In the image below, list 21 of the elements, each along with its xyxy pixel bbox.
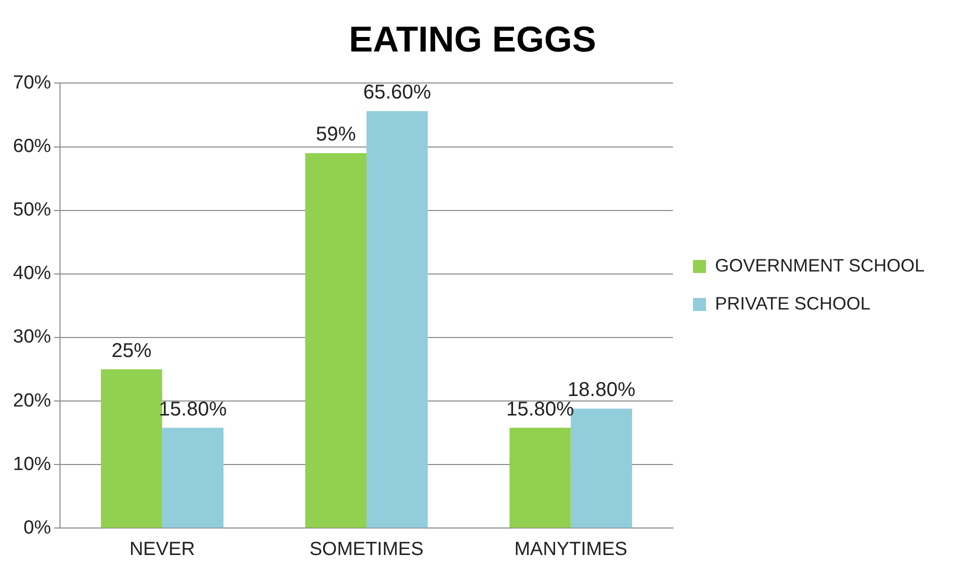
bar: [162, 428, 224, 528]
y-tick-label: 20%: [12, 390, 52, 412]
x-tick-label: MANYTIMES: [514, 538, 628, 560]
data-label: 25%: [112, 340, 152, 362]
data-label: 65.60%: [363, 82, 432, 104]
chart-title: EATING EGGS: [348, 18, 596, 60]
data-label: 59%: [316, 124, 356, 146]
x-tick-label: SOMETIMES: [309, 538, 424, 560]
y-tick-label: 50%: [12, 200, 52, 221]
bar: [510, 428, 571, 528]
y-tick-label: 30%: [12, 326, 52, 348]
y-tick-label: 60%: [12, 136, 52, 158]
legend-label: PRIVATE SCHOOL: [714, 293, 870, 314]
bar: [366, 111, 428, 528]
y-tick-label: 40%: [12, 263, 52, 284]
x-tick-label: NEVER: [129, 538, 195, 560]
y-tick-label: 10%: [12, 454, 52, 475]
legend-label: GOVERNMENT SCHOOL: [714, 255, 925, 276]
y-tick-label: 70%: [12, 72, 52, 94]
y-tick-label: 0%: [24, 517, 52, 538]
bar: [305, 153, 366, 528]
